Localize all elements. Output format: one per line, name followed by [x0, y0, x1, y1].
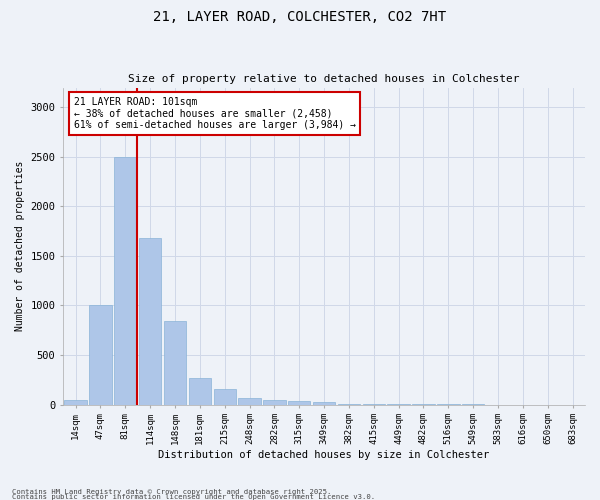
- Bar: [313, 402, 335, 404]
- Text: Contains public sector information licensed under the Open Government Licence v3: Contains public sector information licen…: [12, 494, 375, 500]
- Bar: [214, 388, 236, 404]
- Bar: [263, 400, 286, 404]
- Bar: [64, 400, 87, 404]
- X-axis label: Distribution of detached houses by size in Colchester: Distribution of detached houses by size …: [158, 450, 490, 460]
- Bar: [238, 398, 261, 404]
- Bar: [164, 322, 186, 404]
- Text: 21, LAYER ROAD, COLCHESTER, CO2 7HT: 21, LAYER ROAD, COLCHESTER, CO2 7HT: [154, 10, 446, 24]
- Bar: [89, 306, 112, 404]
- Text: 21 LAYER ROAD: 101sqm
← 38% of detached houses are smaller (2,458)
61% of semi-d: 21 LAYER ROAD: 101sqm ← 38% of detached …: [74, 97, 356, 130]
- Y-axis label: Number of detached properties: Number of detached properties: [15, 161, 25, 331]
- Title: Size of property relative to detached houses in Colchester: Size of property relative to detached ho…: [128, 74, 520, 84]
- Bar: [288, 400, 310, 404]
- Bar: [139, 238, 161, 404]
- Bar: [114, 157, 136, 404]
- Text: Contains HM Land Registry data © Crown copyright and database right 2025.: Contains HM Land Registry data © Crown c…: [12, 489, 331, 495]
- Bar: [188, 378, 211, 404]
